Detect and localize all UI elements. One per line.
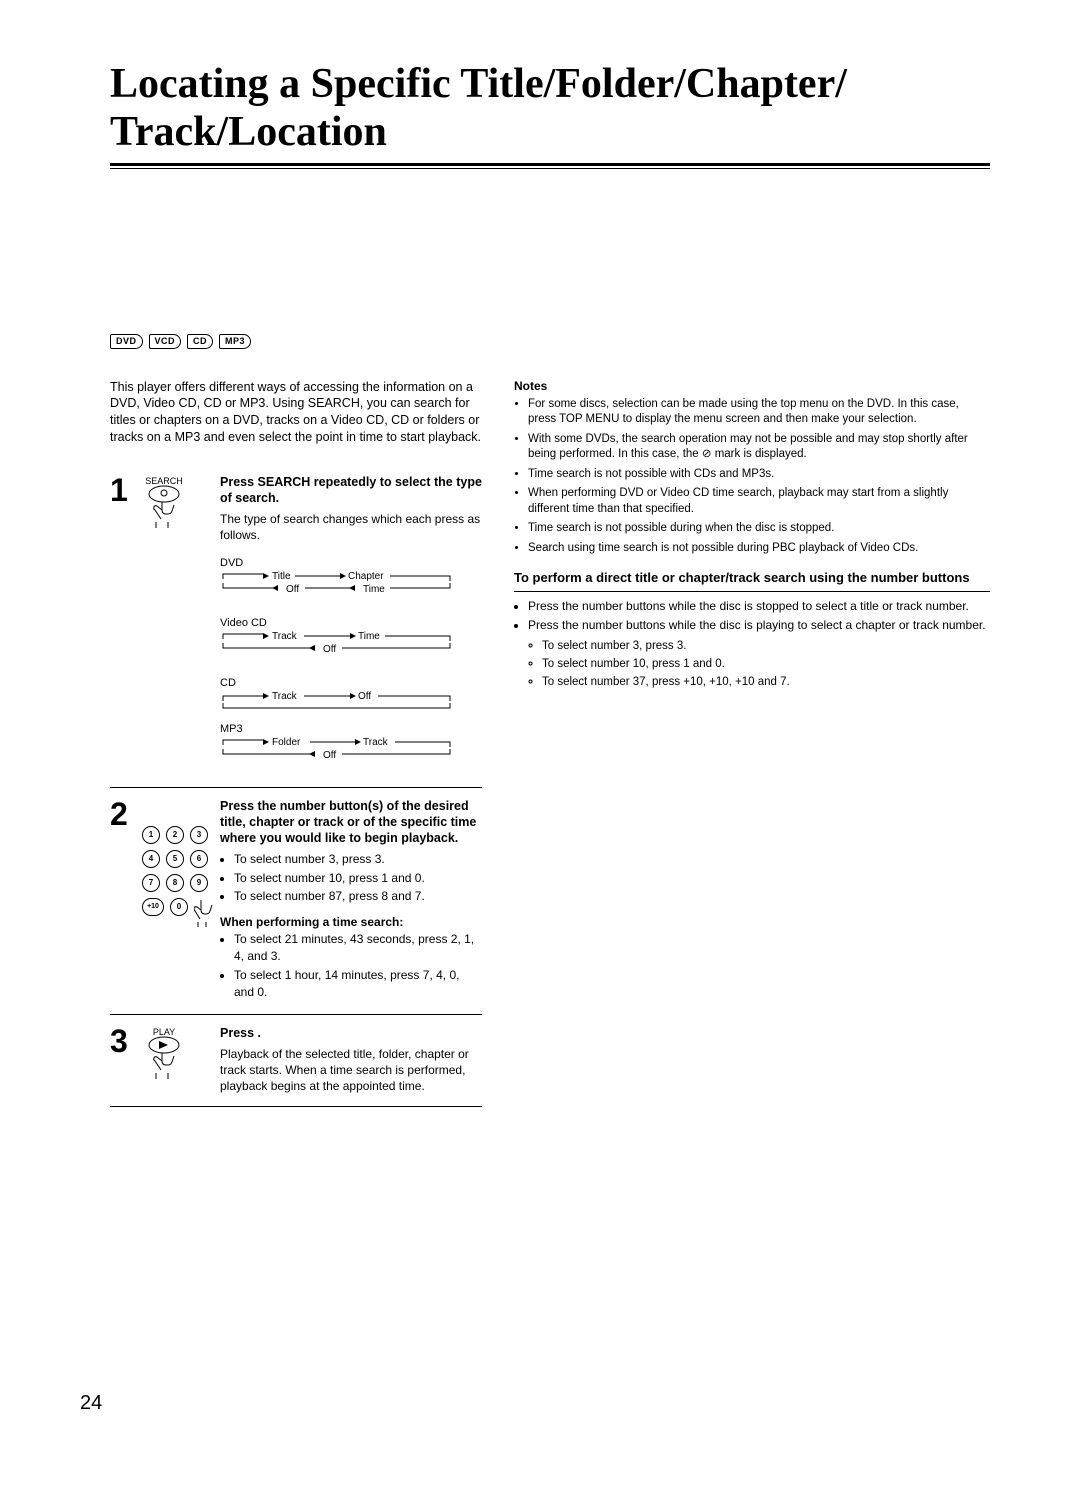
keypad-7: 7 (142, 874, 160, 892)
search-icon-label: SEARCH (145, 476, 183, 486)
keypad-icon: 1 2 3 4 5 6 7 8 9 +10 (142, 826, 220, 928)
cycle-mp3-diagram: Folder Track Off (220, 737, 455, 775)
page-title: Locating a Specific Title/Folder/Chapter… (110, 60, 990, 157)
keypad-3: 3 (190, 826, 208, 844)
spacer (110, 169, 990, 334)
list-item: To select 21 minutes, 43 seconds, press … (234, 931, 482, 965)
svg-text:Title: Title (272, 571, 291, 582)
badge-dvd: DVD (110, 334, 143, 349)
list-item: Time search is not possible with CDs and… (528, 467, 990, 483)
list-item: To select number 37, press +10, +10, +10… (542, 674, 990, 690)
list-item: For some discs, selection can be made us… (528, 397, 990, 428)
page-number: 24 (80, 1392, 102, 1415)
step-3-text: Playback of the selected title, folder, … (220, 1046, 482, 1095)
keypad-2: 2 (166, 826, 184, 844)
badge-mp3: MP3 (219, 334, 251, 349)
right-column: Notes For some discs, selection can be m… (514, 379, 990, 1108)
list-item: To select number 10, press 1 and 0. (234, 870, 482, 887)
format-badges: DVD VCD CD MP3 (110, 334, 990, 349)
cycle-diagrams: DVD Title Chapter Off Time (220, 557, 482, 775)
keypad-6: 6 (190, 850, 208, 868)
direct-search-rule (514, 591, 990, 592)
svg-text:Track: Track (272, 691, 298, 702)
list-item: With some DVDs, the search operation may… (528, 432, 990, 463)
step-1-text: The type of search changes which each pr… (220, 511, 482, 543)
svg-text:Chapter: Chapter (348, 571, 384, 582)
play-icon (159, 1041, 168, 1049)
keypad-1: 1 (142, 826, 160, 844)
cycle-dvd-label: DVD (220, 557, 482, 569)
list-item: To select 1 hour, 14 minutes, press 7, 4… (234, 967, 482, 1001)
notes-list: For some discs, selection can be made us… (514, 397, 990, 557)
svg-text:Track: Track (363, 737, 389, 748)
step-1-icon: SEARCH (142, 474, 220, 775)
intro-text: This player offers different ways of acc… (110, 379, 482, 447)
cycle-vcd-diagram: Track Time Off (220, 631, 455, 669)
step-2-sub-bullets: To select 21 minutes, 43 seconds, press … (220, 931, 482, 1000)
step-3-icon: PLAY (142, 1025, 220, 1094)
keypad-0: 0 (170, 898, 188, 916)
list-item: When performing DVD or Video CD time sea… (528, 486, 990, 517)
list-item: Search using time search is not possible… (528, 541, 990, 557)
svg-text:Off: Off (286, 584, 299, 595)
badge-cd: CD (187, 334, 213, 349)
keypad-8: 8 (166, 874, 184, 892)
keypad-4: 4 (142, 850, 160, 868)
step-2-bullets: To select number 3, press 3. To select n… (220, 851, 482, 905)
list-item: Press the number buttons while the disc … (528, 598, 990, 615)
step-3-number: 3 (110, 1025, 142, 1094)
svg-text:Off: Off (323, 750, 336, 761)
cycle-cd-label: CD (220, 677, 482, 689)
list-item: To select number 3, press 3. (234, 851, 482, 868)
badge-vcd: VCD (149, 334, 182, 349)
svg-text:Track: Track (272, 631, 298, 642)
svg-text:Off: Off (358, 691, 371, 702)
step-2-subhead: When performing a time search: (220, 915, 482, 929)
direct-search-bullets: Press the number buttons while the disc … (514, 598, 990, 690)
list-item: To select number 3, press 3. (542, 638, 990, 654)
cycle-cd-diagram: Track Off (220, 691, 455, 715)
cycle-dvd-diagram: Title Chapter Off Time (220, 571, 455, 609)
svg-text:Folder: Folder (272, 737, 301, 748)
step-2: 2 1 2 3 4 5 6 7 8 9 (110, 787, 482, 1014)
direct-search-heading: To perform a direct title or chapter/tra… (514, 570, 990, 587)
cycle-vcd-label: Video CD (220, 617, 482, 629)
direct-search-sub-bullets: To select number 3, press 3. To select n… (528, 638, 990, 690)
play-icon-label: PLAY (153, 1027, 175, 1037)
press-hand-icon (194, 898, 216, 928)
step-2-head: Press the number button(s) of the desire… (220, 798, 482, 847)
svg-text:Time: Time (358, 631, 380, 642)
step-2-number: 2 (110, 798, 142, 1002)
notes-heading: Notes (514, 379, 990, 393)
list-item: To select number 87, press 8 and 7. (234, 888, 482, 905)
title-rule-thick (110, 163, 990, 166)
step-1: 1 SEARCH Press SEARCH repeatedly to sele… (110, 464, 482, 787)
left-column: This player offers different ways of acc… (110, 379, 482, 1108)
svg-text:Time: Time (363, 584, 385, 595)
step-3: 3 PLAY Press . Playback of the selected … (110, 1014, 482, 1107)
step-1-head: Press SEARCH repeatedly to select the ty… (220, 474, 482, 507)
list-item-text: Press the number buttons while the disc … (528, 618, 986, 632)
list-item: Press the number buttons while the disc … (528, 617, 990, 690)
svg-text:Off: Off (323, 644, 336, 655)
cycle-mp3-label: MP3 (220, 723, 482, 735)
keypad-5: 5 (166, 850, 184, 868)
keypad-plus10: +10 (142, 898, 164, 916)
list-item: Time search is not possible during when … (528, 521, 990, 537)
list-item: To select number 10, press 1 and 0. (542, 656, 990, 672)
step-3-head: Press . (220, 1025, 482, 1041)
keypad-9: 9 (190, 874, 208, 892)
step-2-icon: 1 2 3 4 5 6 7 8 9 +10 (142, 798, 220, 1002)
step-1-number: 1 (110, 474, 142, 775)
